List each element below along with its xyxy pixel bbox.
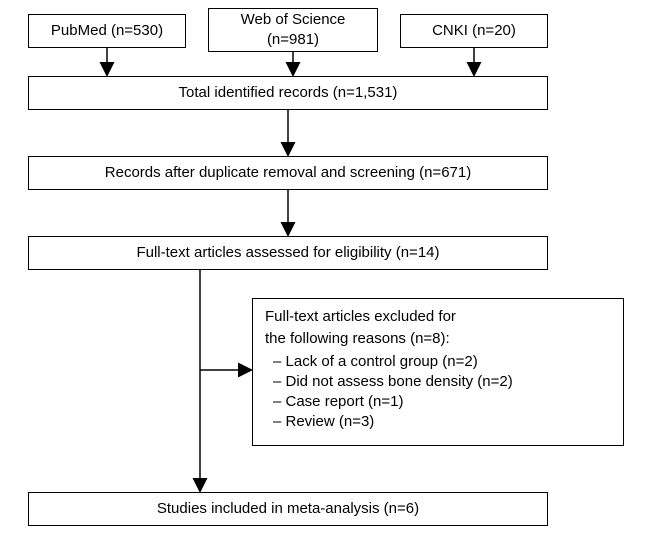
node-label: Total identified records (n=1,531)	[179, 83, 398, 103]
excluded-reasons-list: – Lack of a control group (n=2) – Did no…	[265, 352, 513, 433]
excluded-reason: – Lack of a control group (n=2)	[273, 352, 513, 372]
node-label: Studies included in meta-analysis (n=6)	[157, 499, 419, 519]
node-label: Full-text articles assessed for eligibil…	[136, 243, 439, 263]
node-eligibility: Full-text articles assessed for eligibil…	[28, 236, 548, 270]
excluded-title-line1: Full-text articles excluded for	[265, 307, 513, 327]
excluded-reason: – Review (n=3)	[273, 412, 513, 432]
node-pubmed: PubMed (n=530)	[28, 14, 186, 48]
node-label: PubMed (n=530)	[51, 21, 163, 41]
node-included: Studies included in meta-analysis (n=6)	[28, 492, 548, 526]
excluded-content: Full-text articles excluded for the foll…	[265, 307, 513, 433]
node-label: Web of Science (n=981)	[219, 10, 367, 51]
node-total: Total identified records (n=1,531)	[28, 76, 548, 110]
node-label: CNKI (n=20)	[432, 21, 516, 41]
node-label: Records after duplicate removal and scre…	[105, 163, 471, 183]
excluded-reason: – Case report (n=1)	[273, 392, 513, 412]
node-screened: Records after duplicate removal and scre…	[28, 156, 548, 190]
node-excluded: Full-text articles excluded for the foll…	[252, 298, 624, 446]
node-wos: Web of Science (n=981)	[208, 8, 378, 52]
excluded-title-line2: the following reasons (n=8):	[265, 329, 513, 349]
excluded-reason: – Did not assess bone density (n=2)	[273, 372, 513, 392]
node-cnki: CNKI (n=20)	[400, 14, 548, 48]
